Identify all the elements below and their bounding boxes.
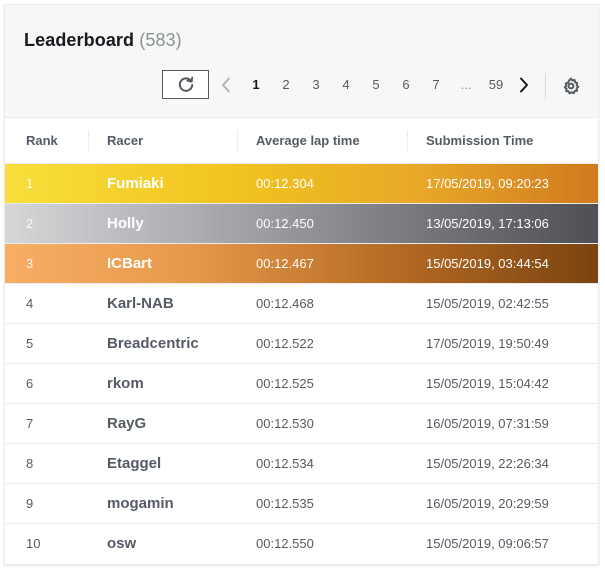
table-row[interactable]: 6 rkom 00:12.525 15/05/2019, 15:04:42 [5, 364, 598, 404]
column-header-racer[interactable]: Racer [107, 133, 144, 148]
lap-time-cell: 00:12.535 [256, 496, 314, 511]
table-row[interactable]: 8 Etaggel 00:12.534 15/05/2019, 22:26:34 [5, 444, 598, 484]
page-7[interactable]: 7 [432, 77, 440, 92]
racer-cell: Karl-NAB [107, 295, 174, 312]
submission-time-cell: 15/05/2019, 02:42:55 [426, 296, 549, 311]
lap-time-cell: 00:12.304 [256, 176, 314, 191]
rank-cell: 3 [26, 256, 34, 271]
lap-time-cell: 00:12.550 [256, 536, 314, 551]
table-row[interactable]: 3 ICBart 00:12.467 15/05/2019, 03:44:54 [5, 244, 598, 284]
table-row[interactable]: 1 Fumiaki 00:12.304 17/05/2019, 09:20:23 [5, 164, 598, 204]
preferences-button[interactable] [560, 75, 582, 97]
lap-time-cell: 00:12.468 [256, 296, 314, 311]
table-toolbar: 1 2 3 4 5 6 7 ... 59 [5, 69, 598, 105]
chevron-right-icon [520, 77, 528, 93]
lap-time-cell: 00:12.525 [256, 376, 314, 391]
page-6[interactable]: 6 [402, 77, 410, 92]
page-2[interactable]: 2 [282, 77, 290, 92]
page-title: Leaderboard (583) [24, 30, 182, 51]
racer-cell: rkom [107, 375, 144, 392]
submission-time-cell: 17/05/2019, 09:20:23 [426, 176, 549, 191]
racer-cell: Breadcentric [107, 335, 199, 352]
column-divider [237, 130, 238, 152]
rank-cell: 7 [26, 416, 34, 431]
leaderboard-header: Leaderboard (583) 1 2 3 4 5 6 7 ... [5, 5, 598, 118]
chevron-left-icon [222, 77, 230, 93]
table-header: Rank Racer Average lap time Submission T… [5, 118, 598, 164]
column-divider [407, 130, 408, 152]
submission-time-cell: 15/05/2019, 09:06:57 [426, 536, 549, 551]
column-header-submission-time[interactable]: Submission Time [426, 133, 534, 148]
racer-cell: mogamin [107, 495, 174, 512]
rank-cell: 10 [26, 536, 41, 551]
table-row[interactable]: 9 mogamin 00:12.535 16/05/2019, 20:29:59 [5, 484, 598, 524]
page-4[interactable]: 4 [342, 77, 350, 92]
lap-time-cell: 00:12.450 [256, 216, 314, 231]
racer-cell: ICBart [107, 255, 153, 272]
rank-cell: 1 [26, 176, 34, 191]
submission-time-cell: 15/05/2019, 22:26:34 [426, 456, 549, 471]
page-5[interactable]: 5 [372, 77, 380, 92]
submission-time-cell: 17/05/2019, 19:50:49 [426, 336, 549, 351]
rank-cell: 4 [26, 296, 34, 311]
entry-count: (583) [139, 30, 182, 50]
rank-cell: 6 [26, 376, 34, 391]
table-row[interactable]: 2 Holly 00:12.450 13/05/2019, 17:13:06 [5, 204, 598, 244]
lap-time-cell: 00:12.534 [256, 456, 314, 471]
submission-time-cell: 13/05/2019, 17:13:06 [426, 216, 549, 231]
lap-time-cell: 00:12.522 [256, 336, 314, 351]
submission-time-cell: 16/05/2019, 07:31:59 [426, 416, 549, 431]
racer-cell: RayG [107, 415, 147, 432]
page-ellipsis: ... [460, 77, 472, 92]
submission-time-cell: 15/05/2019, 15:04:42 [426, 376, 549, 391]
next-page-button[interactable] [516, 75, 532, 95]
table-row[interactable]: 10 osw 00:12.550 15/05/2019, 09:06:57 [5, 524, 598, 564]
previous-page-button[interactable] [218, 75, 234, 95]
page-59[interactable]: 59 [488, 77, 504, 92]
table-row[interactable]: 7 RayG 00:12.530 16/05/2019, 07:31:59 [5, 404, 598, 444]
racer-cell: Etaggel [107, 455, 162, 472]
column-header-lap-time[interactable]: Average lap time [256, 133, 360, 148]
racer-cell: Fumiaki [107, 175, 164, 192]
submission-time-cell: 16/05/2019, 20:29:59 [426, 496, 549, 511]
lap-time-cell: 00:12.530 [256, 416, 314, 431]
rank-cell: 2 [26, 216, 34, 231]
racer-cell: Holly [107, 215, 144, 232]
toolbar-divider [545, 73, 546, 99]
table-row[interactable]: 5 Breadcentric 00:12.522 17/05/2019, 19:… [5, 324, 598, 364]
page-3[interactable]: 3 [312, 77, 320, 92]
rank-cell: 8 [26, 456, 34, 471]
page-1[interactable]: 1 [252, 77, 260, 92]
table-row[interactable]: 4 Karl-NAB 00:12.468 15/05/2019, 02:42:5… [5, 284, 598, 324]
rank-cell: 9 [26, 496, 34, 511]
submission-time-cell: 15/05/2019, 03:44:54 [426, 256, 549, 271]
column-header-rank[interactable]: Rank [26, 133, 58, 148]
racer-cell: osw [107, 535, 137, 552]
title-text: Leaderboard [24, 30, 135, 50]
leaderboard-panel: Leaderboard (583) 1 2 3 4 5 6 7 ... [4, 4, 599, 565]
rank-cell: 5 [26, 336, 34, 351]
lap-time-cell: 00:12.467 [256, 256, 314, 271]
refresh-button[interactable] [162, 70, 209, 99]
gear-icon [563, 77, 580, 95]
refresh-icon [178, 76, 193, 92]
column-divider [88, 130, 89, 152]
